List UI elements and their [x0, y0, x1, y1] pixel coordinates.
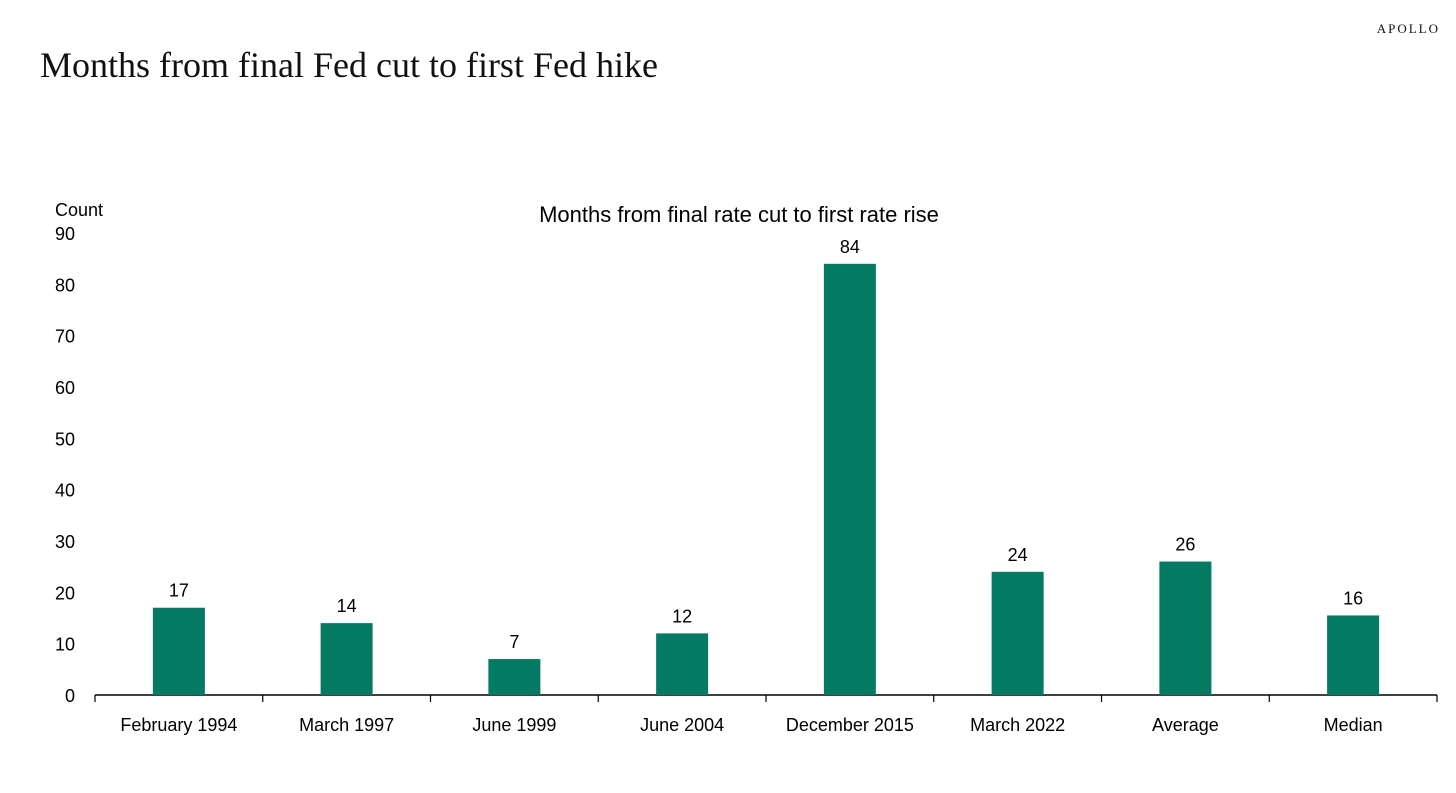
- bar-series: [152, 263, 1380, 695]
- data-label: 14: [337, 596, 357, 616]
- data-label: 24: [1008, 545, 1028, 565]
- chart-title: Months from final rate cut to first rate…: [539, 202, 939, 227]
- x-tick-label: Average: [1152, 715, 1219, 735]
- y-tick-label: 90: [55, 224, 75, 244]
- bar: [1159, 561, 1212, 695]
- bar: [488, 659, 541, 695]
- data-label: 12: [672, 606, 692, 626]
- y-axis-label: Count: [55, 200, 103, 220]
- data-label: 26: [1175, 535, 1195, 555]
- brand-logo: APOLLO: [1376, 21, 1440, 36]
- y-tick-label: 20: [55, 583, 75, 603]
- y-tick-label: 60: [55, 378, 75, 398]
- x-tick-label: June 2004: [640, 715, 724, 735]
- data-label: 16: [1343, 588, 1363, 608]
- bar: [991, 571, 1044, 695]
- bar: [320, 623, 373, 695]
- y-tick-label: 30: [55, 532, 75, 552]
- x-tick-label: December 2015: [786, 715, 914, 735]
- page-title: Months from final Fed cut to first Fed h…: [40, 45, 658, 85]
- data-label: 7: [509, 632, 519, 652]
- x-tick-label: February 1994: [120, 715, 237, 735]
- y-axis: 0 10 20 30 40 50 60 70 80 90: [55, 224, 75, 706]
- y-tick-label: 80: [55, 275, 75, 295]
- y-tick-label: 10: [55, 635, 75, 655]
- y-tick-label: 70: [55, 327, 75, 347]
- bar: [152, 607, 205, 695]
- data-label: 84: [840, 237, 860, 257]
- x-tick-label: March 2022: [970, 715, 1065, 735]
- bar: [656, 633, 709, 695]
- category-labels: February 1994 March 1997 June 1999 June 200…: [120, 715, 1382, 735]
- y-tick-label: 0: [65, 686, 75, 706]
- x-tick-label: March 1997: [299, 715, 394, 735]
- data-label: 17: [169, 581, 189, 601]
- x-axis: [94, 695, 1438, 702]
- y-tick-label: 50: [55, 429, 75, 449]
- y-tick-label: 40: [55, 481, 75, 501]
- bar: [823, 263, 876, 695]
- x-tick-label: Median: [1324, 715, 1383, 735]
- x-tick-label: June 1999: [472, 715, 556, 735]
- data-labels: 17 14 7 12 84 24 26 16: [169, 237, 1363, 652]
- bar: [1327, 615, 1380, 695]
